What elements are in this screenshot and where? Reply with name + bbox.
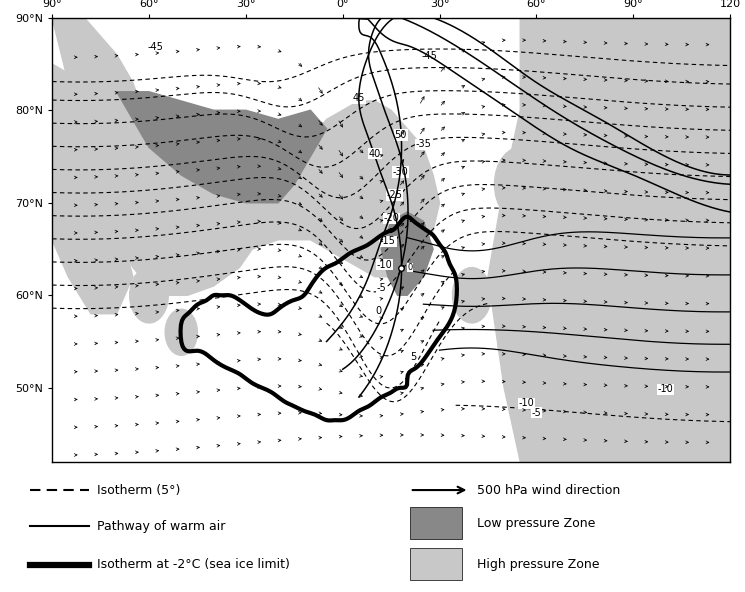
Polygon shape	[84, 221, 117, 276]
Text: -45: -45	[148, 42, 163, 52]
Text: Pathway of warm air: Pathway of warm air	[97, 520, 225, 533]
Text: 0: 0	[408, 263, 413, 272]
Text: 5: 5	[410, 352, 417, 362]
Polygon shape	[498, 314, 543, 369]
Bar	[410, 507, 462, 539]
Text: -45: -45	[422, 52, 438, 62]
Polygon shape	[52, 156, 133, 314]
Polygon shape	[495, 147, 546, 221]
Polygon shape	[488, 18, 730, 462]
Text: Isotherm at -2°C (sea ice limit): Isotherm at -2°C (sea ice limit)	[97, 558, 290, 571]
Polygon shape	[381, 212, 433, 295]
Text: -10: -10	[658, 384, 673, 394]
Polygon shape	[452, 268, 491, 323]
Text: Isotherm (5°): Isotherm (5°)	[97, 484, 180, 497]
Text: -25: -25	[387, 190, 402, 200]
Polygon shape	[117, 92, 326, 202]
Text: 500 hPa wind direction: 500 hPa wind direction	[477, 484, 620, 497]
Polygon shape	[650, 194, 682, 249]
Polygon shape	[165, 309, 197, 355]
Text: High pressure Zone: High pressure Zone	[477, 558, 599, 571]
Text: -35: -35	[416, 139, 431, 149]
Text: -30: -30	[393, 167, 409, 177]
Text: 0: 0	[375, 305, 381, 316]
Polygon shape	[549, 212, 588, 268]
Text: -10: -10	[377, 259, 393, 269]
Text: 50: 50	[395, 130, 407, 140]
Text: 45: 45	[352, 93, 365, 103]
Polygon shape	[595, 124, 640, 189]
Polygon shape	[52, 18, 440, 295]
Polygon shape	[130, 268, 168, 323]
Text: -5: -5	[531, 407, 542, 417]
Bar	[410, 548, 462, 580]
Text: 40: 40	[369, 149, 381, 159]
Text: -20: -20	[383, 213, 399, 223]
Text: Low pressure Zone: Low pressure Zone	[477, 517, 595, 530]
Text: -5: -5	[376, 282, 387, 292]
Polygon shape	[52, 64, 165, 258]
Text: -15: -15	[380, 236, 396, 246]
Text: -10: -10	[519, 398, 535, 408]
